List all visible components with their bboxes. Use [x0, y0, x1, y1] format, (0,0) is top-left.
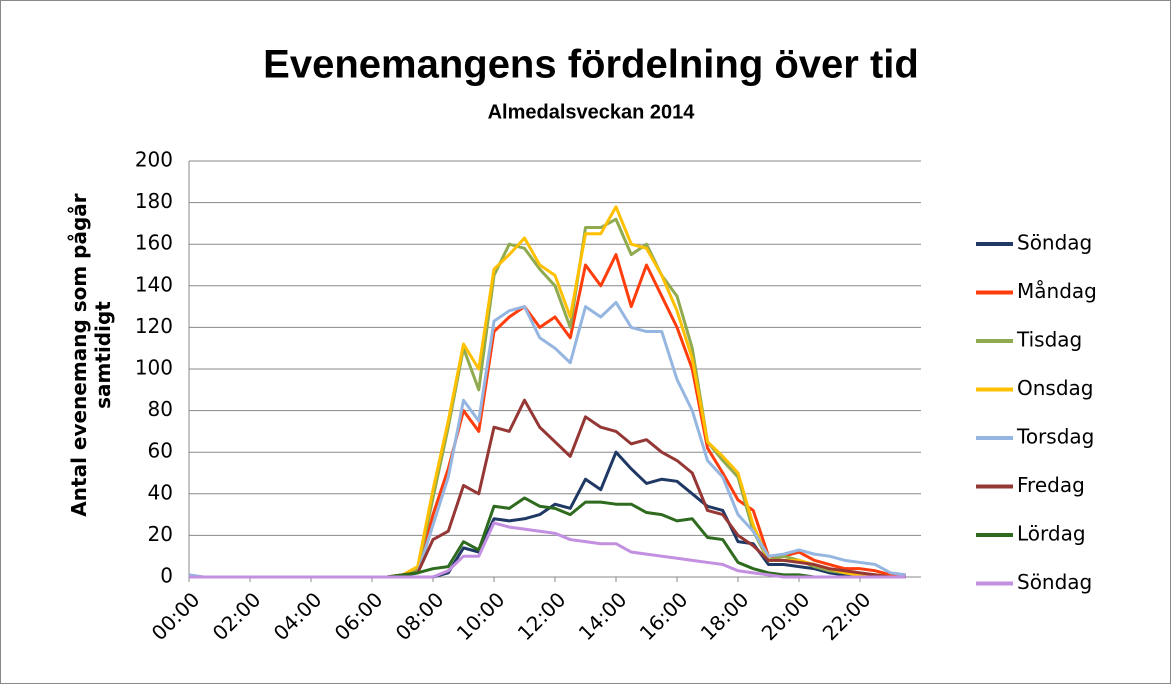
x-tick-label: 12:00 [513, 587, 571, 645]
series-line [189, 217, 906, 579]
legend-label: Måndag [1017, 279, 1097, 303]
legend-label: Fredag [1017, 473, 1085, 497]
x-tick-label: 10:00 [452, 587, 510, 645]
x-tick-label: 14:00 [574, 587, 632, 645]
chart-subtitle: Almedalsveckan 2014 [488, 101, 696, 123]
x-tick-label: 04:00 [269, 587, 327, 645]
y-tick-label: 100 [135, 356, 173, 380]
legend-label: Torsdag [1016, 425, 1094, 449]
x-tick-label: 06:00 [330, 587, 388, 645]
legend-label: Lördag [1017, 522, 1086, 546]
x-tick-label: 18:00 [696, 587, 754, 645]
series-line [189, 521, 906, 579]
x-tick-label: 22:00 [818, 587, 876, 645]
y-tick-label: 20 [148, 522, 173, 546]
legend-label: Söndag [1017, 231, 1092, 255]
y-tick-label: 160 [135, 231, 173, 255]
x-tick-label: 16:00 [635, 587, 693, 645]
x-tick-label: 20:00 [757, 587, 815, 645]
x-tick-label: 02:00 [208, 587, 266, 645]
series-line [189, 205, 906, 579]
y-tick-label: 180 [135, 189, 173, 213]
y-tick-label: 40 [148, 480, 173, 504]
y-tick-label: 60 [148, 439, 173, 463]
x-tick-label: 00:00 [147, 587, 205, 645]
y-tick-label: 140 [135, 272, 173, 296]
y-tick-label: 80 [148, 397, 173, 421]
y-tick-label: 200 [135, 148, 173, 172]
legend-label: Onsdag [1017, 376, 1093, 400]
y-tick-label: 0 [160, 564, 173, 588]
legend-label: Tisdag [1016, 328, 1082, 352]
y-axis-title: Antal evenemang som pågår samtidigt [67, 193, 115, 517]
legend-label: Söndag [1017, 570, 1092, 594]
x-tick-label: 08:00 [391, 587, 449, 645]
series-line [189, 253, 906, 579]
chart-title: Evenemangens fördelning över tid [263, 43, 919, 87]
y-tick-label: 120 [135, 314, 173, 338]
series-line [189, 450, 906, 579]
